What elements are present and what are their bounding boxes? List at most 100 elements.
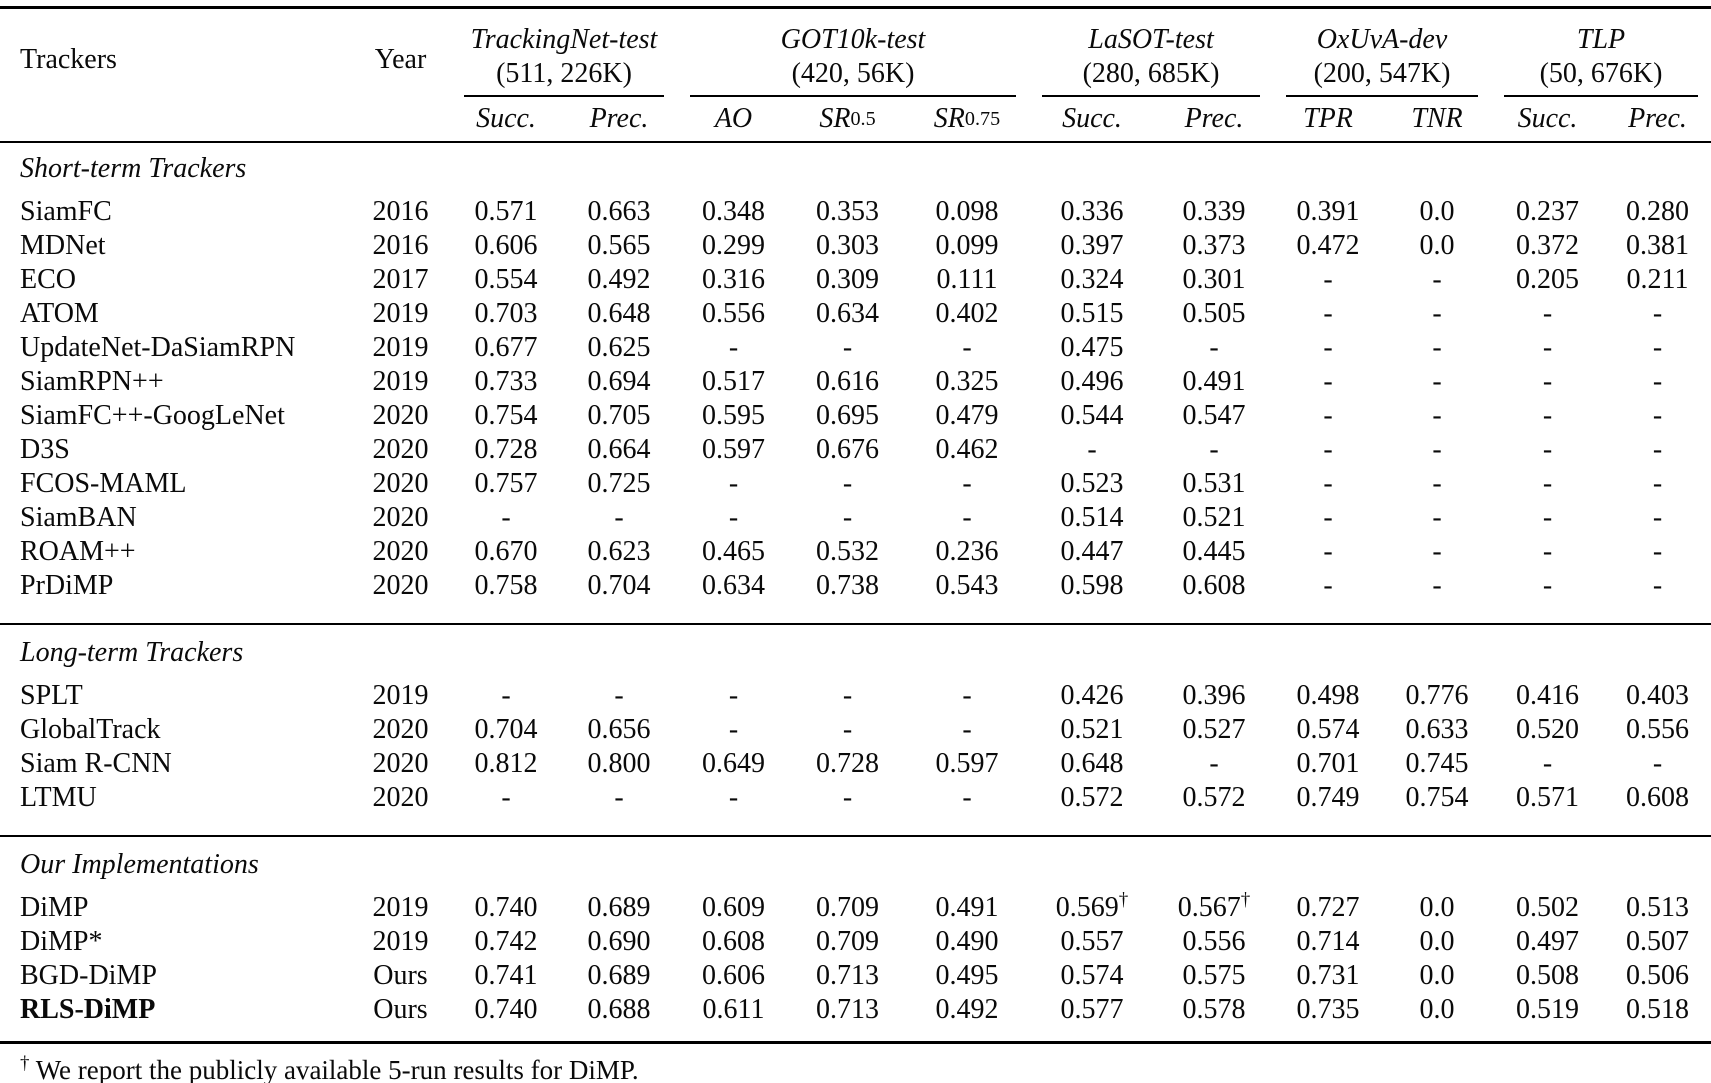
table-row: FCOS-MAML 2020 0.757 0.725 - - - 0.523 0.531 - - - - bbox=[0, 467, 1711, 501]
metric-value-cell: 0.336 bbox=[1060, 196, 1124, 227]
table-row: ATOM 2019 0.703 0.648 0.556 0.634 0.402 0.515 0.… bbox=[0, 297, 1711, 331]
tracker-name-cell: SiamFC bbox=[20, 196, 112, 227]
metric-value-cell: 0.812 bbox=[474, 748, 538, 779]
metric-value-cell: - bbox=[501, 782, 511, 813]
metric-value-cell: - bbox=[842, 502, 853, 533]
metric-value-cell: 0.514 bbox=[1060, 502, 1124, 533]
metric-value-cell: 0.565 bbox=[587, 230, 651, 261]
metric-label: Succ. bbox=[476, 103, 536, 134]
section-divider bbox=[0, 623, 1711, 625]
metric-value-cell: 0.554 bbox=[474, 264, 538, 295]
metric-value-cell: 0.324 bbox=[1060, 264, 1124, 295]
tracker-name-cell: PrDiMP bbox=[20, 570, 114, 601]
dataset-size: (511, 226K) bbox=[496, 58, 632, 89]
metric-value-cell: - bbox=[1652, 298, 1663, 329]
metric-value-cell: 0.381 bbox=[1626, 230, 1689, 261]
metric-value-cell: 0.519 bbox=[1516, 994, 1579, 1025]
table-row: SiamBAN 2020 - - - - - 0.514 0.521 - - - - bbox=[0, 501, 1711, 535]
metric-subheader: Prec. bbox=[1155, 97, 1273, 141]
year-cell: 2020 bbox=[372, 502, 429, 533]
metric-value-cell: - bbox=[1542, 332, 1553, 363]
section-divider bbox=[0, 835, 1711, 837]
metric-value-cell: 0.348 bbox=[702, 196, 765, 227]
metric-value-cell: 0.513 bbox=[1626, 892, 1689, 923]
metric-subheader: TPR bbox=[1273, 97, 1383, 141]
metric-value-cell: 0.498 bbox=[1296, 680, 1360, 711]
metric-value-cell: 0.521 bbox=[1182, 502, 1246, 533]
metric-value-cell: - bbox=[1209, 434, 1219, 465]
metric-subheader: SR 0.75 bbox=[905, 97, 1029, 141]
dataset-group-lasot: LaSOT-test (280, 685K) bbox=[1042, 9, 1260, 97]
section-label: Short-term Trackers bbox=[20, 153, 247, 184]
metric-value-cell: - bbox=[1323, 502, 1333, 533]
metric-value-cell: 0.608 bbox=[1626, 782, 1689, 813]
year-cell: 2020 bbox=[372, 782, 429, 813]
metric-value-cell: 0.606 bbox=[702, 960, 765, 991]
metric-value-cell: 0.391 bbox=[1296, 196, 1360, 227]
tracker-name-cell: LTMU bbox=[20, 782, 97, 813]
year-cell: 2019 bbox=[372, 926, 429, 957]
metric-value-cell: 0.649 bbox=[702, 748, 765, 779]
metric-value-cell: 0.663 bbox=[587, 196, 651, 227]
metric-value-cell: 0.709 bbox=[816, 892, 879, 923]
metric-value-cell: - bbox=[1652, 536, 1663, 567]
metric-value-cell: 0.597 bbox=[702, 434, 765, 465]
table-row: BGD-DiMP Ours 0.741 0.689 0.606 0.713 0.495 0.5… bbox=[0, 959, 1711, 993]
metric-value-cell: 0.544 bbox=[1060, 400, 1124, 431]
metric-sub: 0.5 bbox=[850, 107, 876, 130]
metric-value-cell: - bbox=[1323, 400, 1333, 431]
metric-value-cell: 0.713 bbox=[816, 994, 879, 1025]
metric-value-cell: 0.316 bbox=[702, 264, 765, 295]
metric-value-cell: 0.569† bbox=[1055, 889, 1129, 923]
year-cell: 2019 bbox=[372, 298, 429, 329]
metric-value-cell: - bbox=[1652, 434, 1663, 465]
metric-value-cell: - bbox=[614, 502, 624, 533]
metric-label: AO bbox=[714, 103, 753, 134]
tracker-name-cell: SiamBAN bbox=[20, 502, 137, 533]
tracker-name-cell: Siam R-CNN bbox=[20, 748, 172, 779]
metric-value-cell: 0.205 bbox=[1516, 264, 1579, 295]
metric-value-cell: 0.740 bbox=[474, 892, 538, 923]
metric-value-cell: 0.688 bbox=[587, 994, 651, 1025]
tracker-name-cell: DiMP bbox=[20, 892, 89, 923]
metric-value-cell: 0.578 bbox=[1182, 994, 1246, 1025]
metric-value-cell: - bbox=[842, 332, 853, 363]
metric-value-cell: 0.757 bbox=[474, 468, 538, 499]
metric-value-cell: 0.608 bbox=[1182, 570, 1246, 601]
metric-value-cell: 0.598 bbox=[1060, 570, 1124, 601]
metric-value-cell: 0.111 bbox=[936, 264, 998, 295]
metric-value-cell: 0.633 bbox=[1405, 714, 1469, 745]
metric-value-cell: 0.735 bbox=[1296, 994, 1360, 1025]
metric-value-cell: - bbox=[1323, 366, 1333, 397]
year-cell: 2020 bbox=[372, 400, 429, 431]
tracker-name-cell: D3S bbox=[20, 434, 70, 465]
metric-value-cell: 0.741 bbox=[474, 960, 538, 991]
metric-value-cell: 0.299 bbox=[702, 230, 765, 261]
year-cell: 2019 bbox=[372, 366, 429, 397]
metric-value-cell: - bbox=[1542, 468, 1553, 499]
metric-value-cell: 0.0 bbox=[1419, 230, 1455, 261]
metric-value-cell: 0.577 bbox=[1060, 994, 1124, 1025]
metric-value-cell: 0.704 bbox=[587, 570, 651, 601]
metric-label: TNR bbox=[1411, 103, 1463, 134]
metric-value-cell: - bbox=[1432, 400, 1442, 431]
metric-value-cell: 0.491 bbox=[935, 892, 999, 923]
metric-value-cell: 0.634 bbox=[702, 570, 765, 601]
table-row: DiMP* 2019 0.742 0.690 0.608 0.709 0.490 0.557 0… bbox=[0, 925, 1711, 959]
metric-label: TPR bbox=[1303, 103, 1353, 134]
metric-value-cell: 0.728 bbox=[816, 748, 879, 779]
metric-value-cell: 0.496 bbox=[1060, 366, 1124, 397]
metric-label: Prec. bbox=[1628, 103, 1687, 134]
metric-value-cell: 0.517 bbox=[702, 366, 765, 397]
metric-value-cell: - bbox=[1323, 332, 1333, 363]
table-footnote: † We report the publicly available 5-run… bbox=[0, 1044, 1711, 1083]
metric-value-cell: - bbox=[1432, 366, 1442, 397]
metric-value-cell: 0.372 bbox=[1516, 230, 1579, 261]
metric-value-cell: - bbox=[1542, 400, 1553, 431]
metric-value-cell: - bbox=[1542, 748, 1553, 779]
metric-value-cell: 0.713 bbox=[816, 960, 879, 991]
metric-value-cell: 0.0 bbox=[1419, 994, 1455, 1025]
bottom-rule bbox=[0, 1041, 1711, 1044]
metric-value-cell: 0.531 bbox=[1182, 468, 1246, 499]
